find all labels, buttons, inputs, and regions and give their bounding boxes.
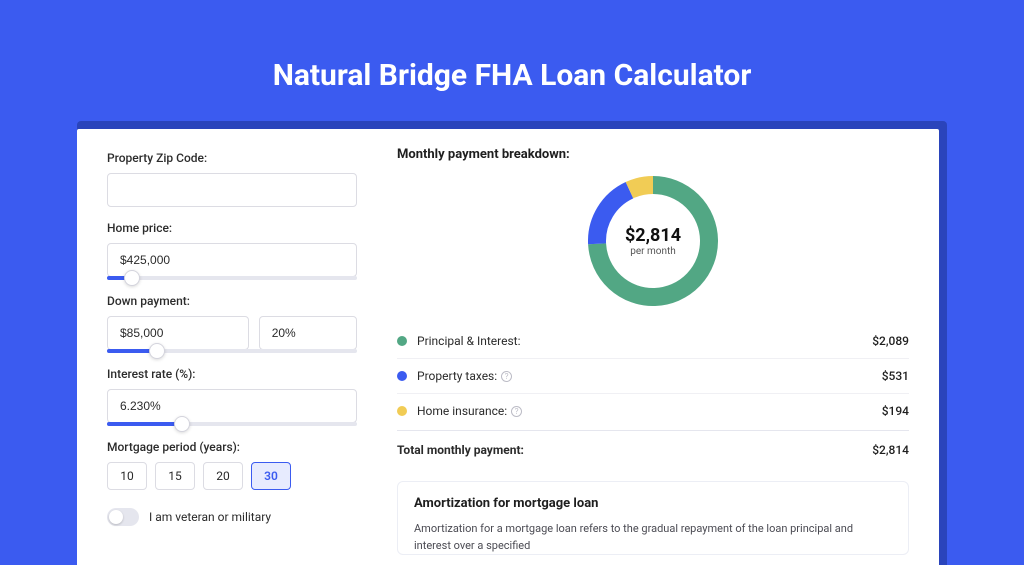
calculator-card: Property Zip Code: Home price: Down paym…	[77, 129, 939, 565]
zip-label: Property Zip Code:	[107, 151, 357, 165]
breakdown-panel: Monthly payment breakdown: $2,814 per mo…	[377, 129, 939, 565]
total-row: Total monthly payment: $2,814	[397, 430, 909, 467]
breakdown-value: $531	[882, 369, 909, 383]
slider-thumb[interactable]	[124, 270, 140, 286]
info-icon[interactable]: ?	[501, 371, 512, 382]
amortization-title: Amortization for mortgage loan	[414, 496, 892, 511]
zip-input[interactable]	[107, 173, 357, 207]
legend-dot	[397, 406, 407, 416]
breakdown-row: Principal & Interest:$2,089	[397, 324, 909, 358]
mortgage-period-option-20[interactable]: 20	[203, 462, 243, 490]
breakdown-title: Monthly payment breakdown:	[397, 147, 909, 162]
slider-thumb[interactable]	[174, 416, 190, 432]
down-payment-amount-input[interactable]	[107, 316, 249, 350]
info-icon[interactable]: ?	[511, 406, 522, 417]
mortgage-period-option-10[interactable]: 10	[107, 462, 147, 490]
donut-chart-wrap: $2,814 per month	[397, 176, 909, 306]
mortgage-period-options: 10 15 20 30	[107, 462, 357, 490]
breakdown-label: Home insurance: ?	[417, 404, 882, 418]
mortgage-period-group: Mortgage period (years): 10 15 20 30	[107, 440, 357, 490]
donut-sublabel: per month	[630, 246, 676, 257]
mortgage-period-option-15[interactable]: 15	[155, 462, 195, 490]
legend-dot	[397, 371, 407, 381]
breakdown-row: Home insurance: ?$194	[397, 393, 909, 428]
amortization-section: Amortization for mortgage loan Amortizat…	[397, 481, 909, 555]
zip-field-group: Property Zip Code:	[107, 151, 357, 207]
donut-chart: $2,814 per month	[588, 176, 718, 306]
breakdown-value: $2,089	[872, 334, 909, 348]
page-title: Natural Bridge FHA Loan Calculator	[273, 58, 752, 93]
down-payment-label: Down payment:	[107, 294, 357, 308]
amortization-text: Amortization for a mortgage loan refers …	[414, 521, 892, 554]
breakdown-rows: Principal & Interest:$2,089Property taxe…	[397, 324, 909, 428]
veteran-toggle[interactable]	[107, 508, 139, 526]
home-price-group: Home price:	[107, 221, 357, 280]
down-payment-group: Down payment:	[107, 294, 357, 353]
breakdown-label: Principal & Interest:	[417, 334, 872, 348]
interest-rate-slider[interactable]	[107, 422, 357, 426]
breakdown-label: Property taxes: ?	[417, 369, 882, 383]
breakdown-row: Property taxes: ?$531	[397, 358, 909, 393]
legend-dot	[397, 336, 407, 346]
interest-rate-group: Interest rate (%):	[107, 367, 357, 426]
down-payment-slider[interactable]	[107, 349, 357, 353]
down-payment-percent-input[interactable]	[259, 316, 357, 350]
donut-value: $2,814	[625, 225, 681, 246]
home-price-label: Home price:	[107, 221, 357, 235]
form-panel: Property Zip Code: Home price: Down paym…	[77, 129, 377, 565]
card-shadow: Property Zip Code: Home price: Down paym…	[77, 121, 947, 565]
veteran-label: I am veteran or military	[149, 510, 271, 524]
veteran-toggle-row: I am veteran or military	[107, 508, 357, 526]
mortgage-period-label: Mortgage period (years):	[107, 440, 357, 454]
breakdown-value: $194	[882, 404, 909, 418]
slider-thumb[interactable]	[149, 343, 165, 359]
interest-rate-input[interactable]	[107, 389, 357, 423]
total-label: Total monthly payment:	[397, 443, 872, 457]
toggle-knob	[109, 510, 123, 524]
home-price-input[interactable]	[107, 243, 357, 277]
home-price-slider[interactable]	[107, 276, 357, 280]
mortgage-period-option-30[interactable]: 30	[251, 462, 291, 490]
interest-rate-label: Interest rate (%):	[107, 367, 357, 381]
total-value: $2,814	[872, 443, 909, 457]
